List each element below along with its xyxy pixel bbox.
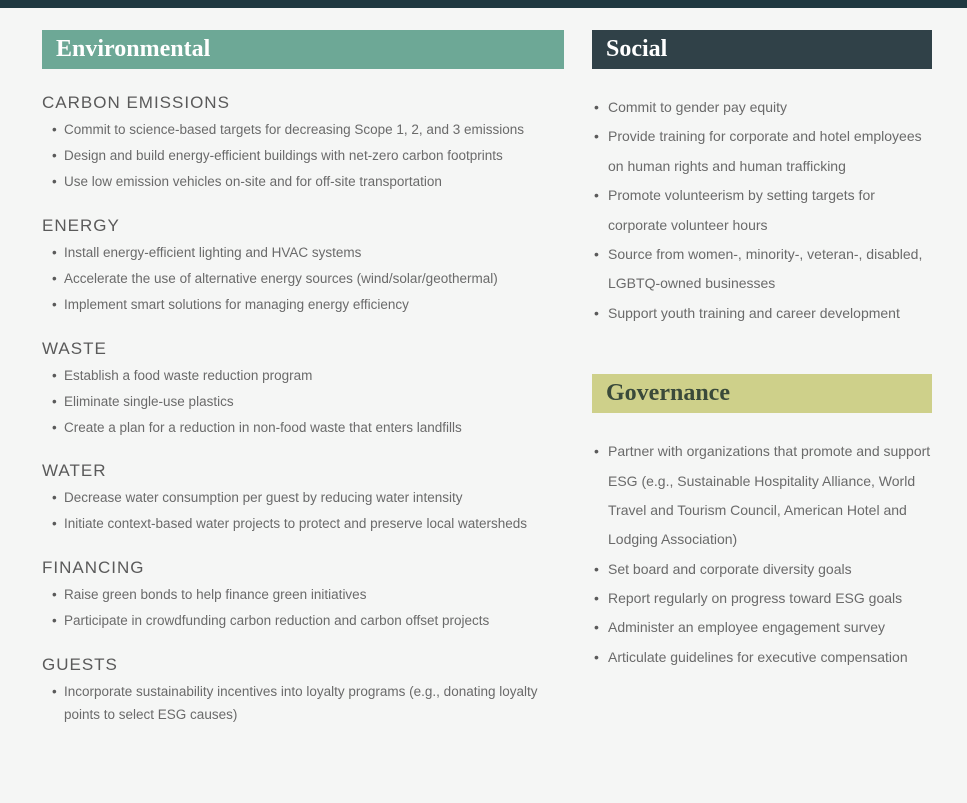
list-item: Decrease water consumption per guest by … bbox=[52, 487, 564, 510]
list-item: Commit to science-based targets for decr… bbox=[52, 119, 564, 142]
social-list: Commit to gender pay equity Provide trai… bbox=[592, 93, 932, 328]
list-item: Incorporate sustainability incentives in… bbox=[52, 681, 564, 727]
list-item: Administer an employee engagement survey bbox=[594, 613, 932, 642]
list-item: Report regularly on progress toward ESG … bbox=[594, 584, 932, 613]
list-item: Provide training for corporate and hotel… bbox=[594, 122, 932, 181]
list-item: Set board and corporate diversity goals bbox=[594, 555, 932, 584]
list-item: Promote volunteerism by setting targets … bbox=[594, 181, 932, 240]
environmental-header: Environmental bbox=[42, 30, 564, 69]
list-item: Partner with organizations that promote … bbox=[594, 437, 932, 555]
list-item: Raise green bonds to help finance green … bbox=[52, 584, 564, 607]
environmental-column: Environmental CARBON EMISSIONS Commit to… bbox=[42, 30, 564, 749]
list-item: Accelerate the use of alternative energy… bbox=[52, 268, 564, 291]
list-item: Initiate context-based water projects to… bbox=[52, 513, 564, 536]
guests-section: GUESTS Incorporate sustainability incent… bbox=[42, 655, 564, 727]
list-item: Design and build energy-efficient buildi… bbox=[52, 145, 564, 168]
list-item: Eliminate single-use plastics bbox=[52, 391, 564, 414]
bullet-list: Establish a food waste reduction program… bbox=[42, 365, 564, 440]
social-header: Social bbox=[592, 30, 932, 69]
subsection-heading: CARBON EMISSIONS bbox=[42, 93, 564, 113]
content-area: Environmental CARBON EMISSIONS Commit to… bbox=[0, 8, 967, 771]
carbon-emissions-section: CARBON EMISSIONS Commit to science-based… bbox=[42, 93, 564, 194]
list-item: Create a plan for a reduction in non-foo… bbox=[52, 417, 564, 440]
governance-header: Governance bbox=[592, 374, 932, 413]
waste-section: WASTE Establish a food waste reduction p… bbox=[42, 339, 564, 440]
list-item: Commit to gender pay equity bbox=[594, 93, 932, 122]
list-item: Install energy-efficient lighting and HV… bbox=[52, 242, 564, 265]
list-item: Source from women-, minority-, veteran-,… bbox=[594, 240, 932, 299]
water-section: WATER Decrease water consumption per gue… bbox=[42, 461, 564, 536]
bullet-list: Install energy-efficient lighting and HV… bbox=[42, 242, 564, 317]
list-item: Use low emission vehicles on-site and fo… bbox=[52, 171, 564, 194]
list-item: Establish a food waste reduction program bbox=[52, 365, 564, 388]
right-column: Social Commit to gender pay equity Provi… bbox=[592, 30, 932, 749]
list-item: Participate in crowdfunding carbon reduc… bbox=[52, 610, 564, 633]
list-item: Articulate guidelines for executive comp… bbox=[594, 643, 932, 672]
bullet-list: Incorporate sustainability incentives in… bbox=[42, 681, 564, 727]
subsection-heading: GUESTS bbox=[42, 655, 564, 675]
bullet-list: Raise green bonds to help finance green … bbox=[42, 584, 564, 633]
list-item: Support youth training and career develo… bbox=[594, 299, 932, 328]
subsection-heading: WASTE bbox=[42, 339, 564, 359]
financing-section: FINANCING Raise green bonds to help fina… bbox=[42, 558, 564, 633]
bullet-list: Commit to science-based targets for decr… bbox=[42, 119, 564, 194]
energy-section: ENERGY Install energy-efficient lighting… bbox=[42, 216, 564, 317]
subsection-heading: FINANCING bbox=[42, 558, 564, 578]
list-item: Implement smart solutions for managing e… bbox=[52, 294, 564, 317]
top-bar bbox=[0, 0, 967, 8]
subsection-heading: WATER bbox=[42, 461, 564, 481]
bullet-list: Decrease water consumption per guest by … bbox=[42, 487, 564, 536]
governance-list: Partner with organizations that promote … bbox=[592, 437, 932, 672]
subsection-heading: ENERGY bbox=[42, 216, 564, 236]
